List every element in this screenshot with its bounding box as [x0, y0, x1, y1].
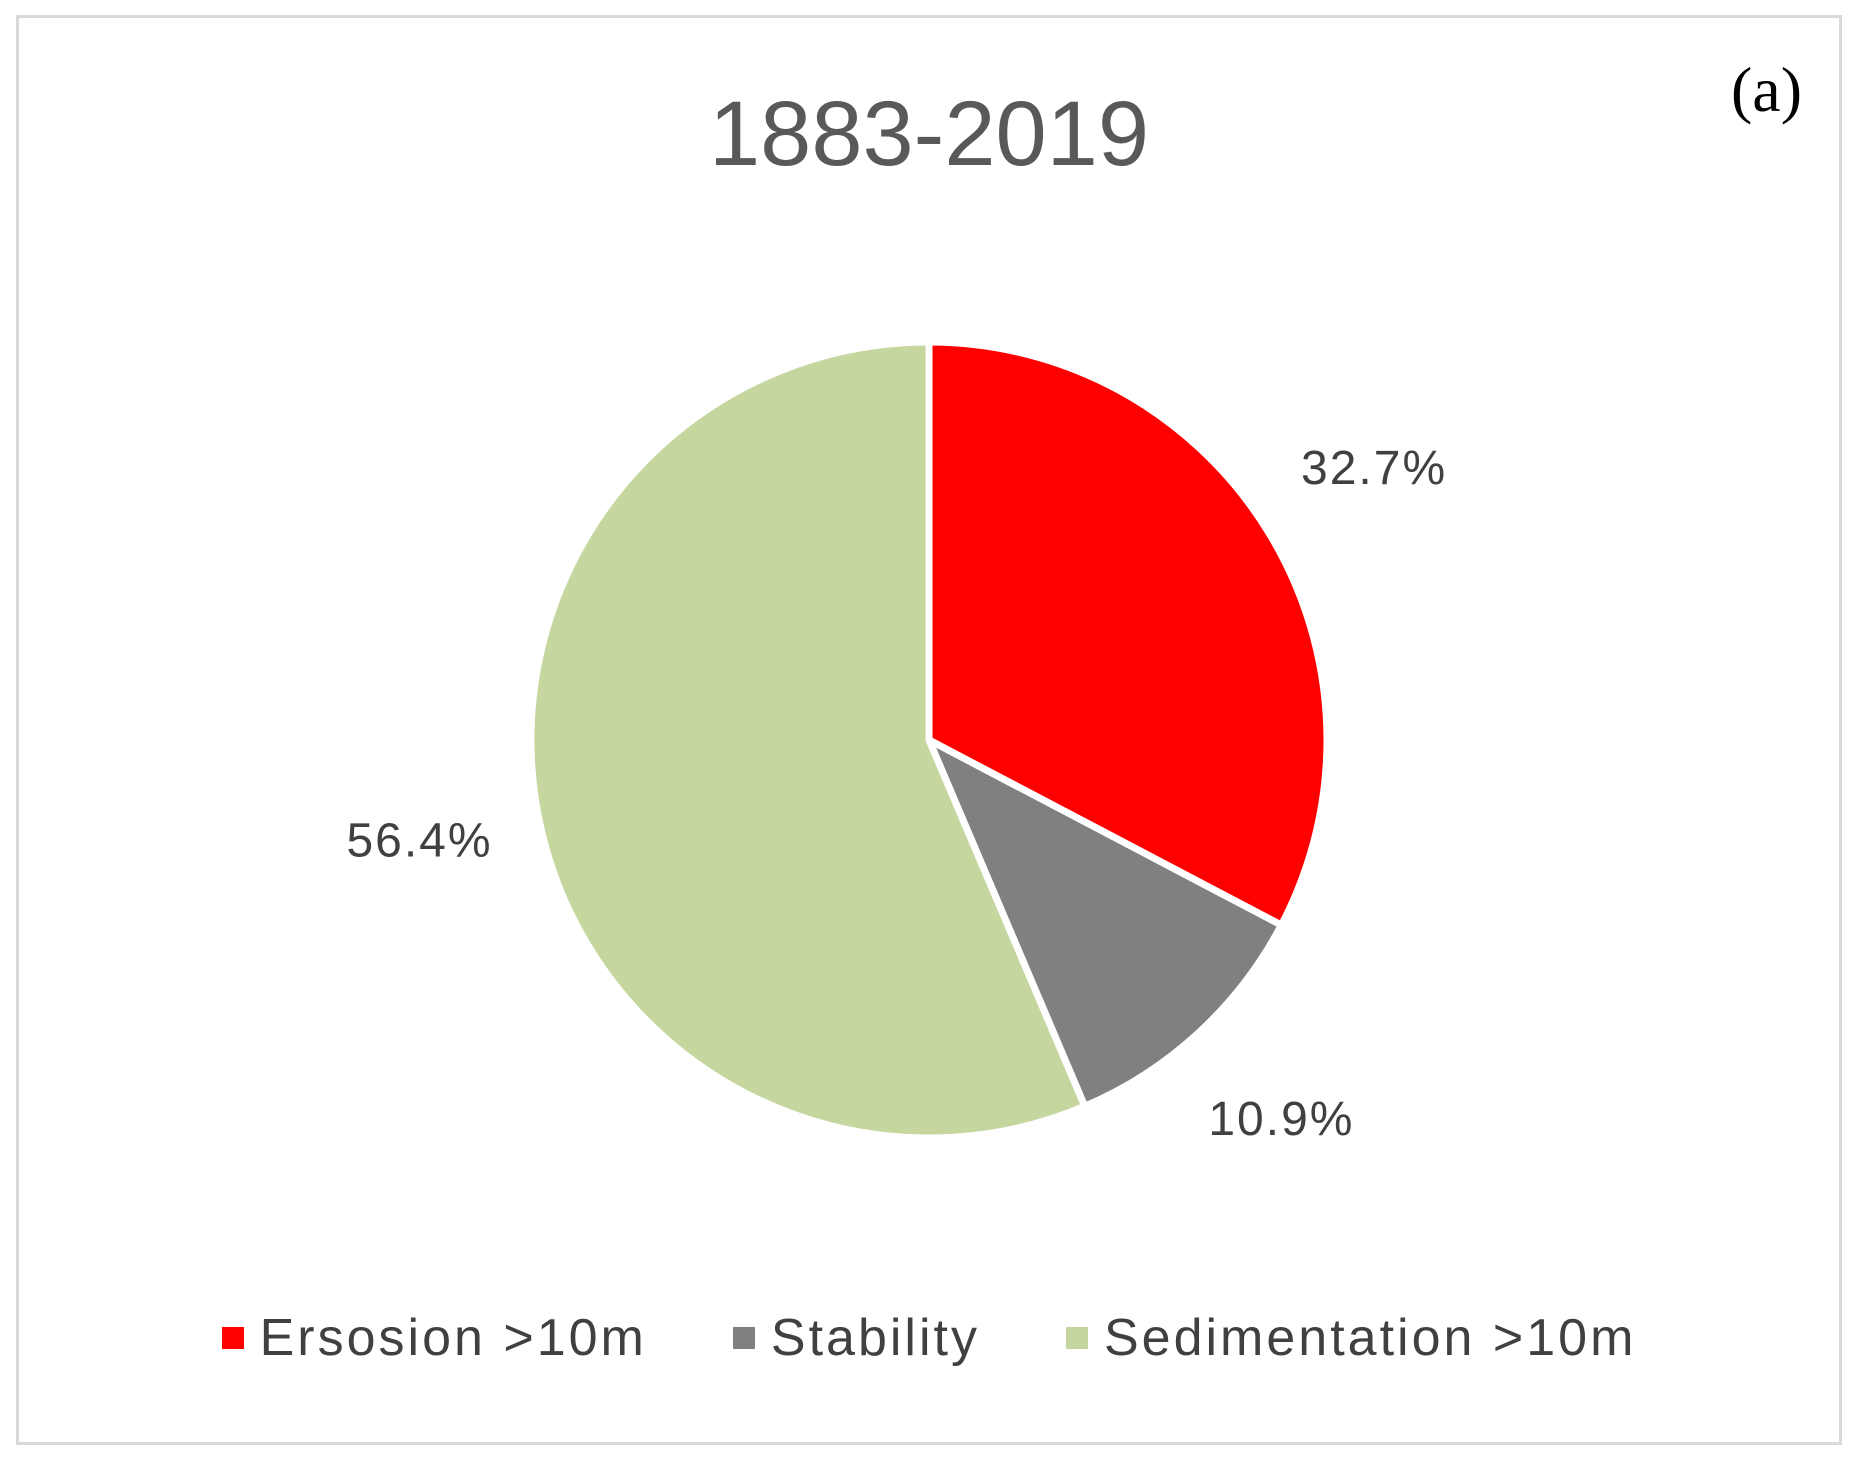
data-label-stability: 10.9%: [1208, 1093, 1354, 1146]
chart-title: 1883-2019: [709, 83, 1149, 185]
data-label-sedimentation: 56.4%: [346, 814, 492, 867]
legend-item-stability: Stability: [732, 1309, 980, 1367]
data-label-erosion: 32.7%: [1301, 442, 1447, 495]
legend-label-stability: Stability: [770, 1309, 980, 1367]
legend-label-sedimentation: Sedimentation >10m: [1103, 1309, 1637, 1367]
legend-swatch-erosion: [221, 1327, 244, 1349]
panel-label: (a): [1730, 54, 1802, 125]
legend: Ersosion >10m Stability Sedimentation >1…: [0, 1312, 1858, 1364]
legend-swatch-stability: [732, 1327, 755, 1349]
pie-slice-sedimentation: [527, 338, 1090, 1142]
legend-item-erosion: Ersosion >10m: [221, 1309, 647, 1367]
legend-label-erosion: Ersosion >10m: [259, 1309, 647, 1367]
pie-slice-erosion: [925, 338, 1331, 930]
legend-item-sedimentation: Sedimentation >10m: [1065, 1309, 1637, 1367]
legend-swatch-sedimentation: [1065, 1327, 1088, 1349]
pie-slice-stability: [921, 732, 1287, 1111]
